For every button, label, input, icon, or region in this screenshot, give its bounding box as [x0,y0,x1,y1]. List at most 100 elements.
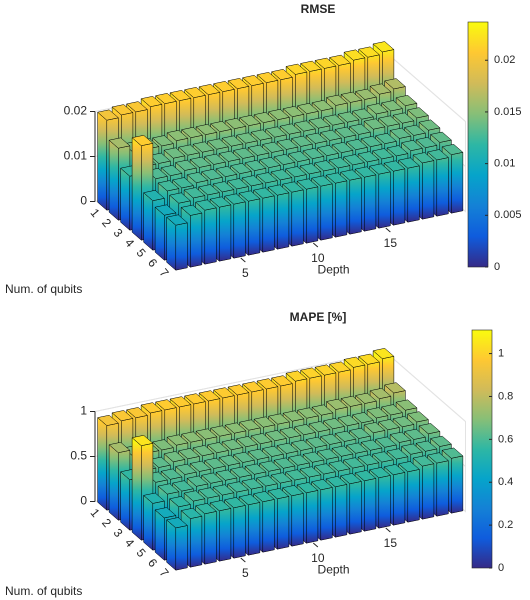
bar-front [451,455,464,514]
bar-top [427,452,449,464]
bar-top [314,364,337,376]
bar-top [227,384,250,396]
bar-front [277,496,290,550]
bar-top [375,133,397,144]
y-tick-label: 6 [145,256,160,270]
bar-top [297,103,319,114]
bar-top [311,175,333,187]
bar-top [349,427,371,439]
bar-top [384,78,406,90]
bar-top [369,163,391,175]
bar-top [320,129,342,141]
bar-side [120,167,131,231]
y-tick-label: 2 [99,216,114,230]
y-tick-label: 7 [157,266,172,280]
x-tick-label: 5 [242,266,249,280]
bar-top [358,46,380,58]
bar-top [224,193,246,205]
bar-top [441,144,464,155]
bar-front [190,212,203,268]
bar-top [238,190,261,202]
bar-top [224,118,247,129]
bar-top [183,187,206,199]
bar-top [180,507,203,519]
bar-top [175,463,197,475]
bar-top [256,475,278,487]
bar-top [238,494,261,506]
bar-front [291,189,304,247]
bar-top [247,448,270,460]
bar-top [262,141,284,153]
bar-top [140,96,163,107]
bar-top [273,154,296,165]
bar-front [175,222,188,271]
colorbar-tick-label: 0.005 [494,209,522,221]
bar-top [126,407,148,419]
colorbar-tick-label: 0.2 [498,519,513,531]
bar-top [395,399,418,411]
bar-front [335,180,348,238]
bar-side [143,494,154,551]
bar-front [407,469,420,523]
bar-top [259,460,281,472]
bar-top [343,49,366,61]
bar-top [268,413,290,425]
bar-top [221,439,244,451]
bar-top [407,411,429,423]
bar-top [154,204,177,216]
chart-title: MAPE [%] [290,310,347,324]
bar-top [209,196,232,208]
bar-top [224,422,247,434]
bar-top [152,439,174,451]
bar-top [314,160,336,172]
bar-top [357,454,380,466]
bar-top [256,378,279,390]
bar-top [369,388,392,399]
bar-top [276,442,299,454]
bar-top [412,152,435,164]
z-tick-label: 0.02 [64,104,88,118]
bar-top [340,473,362,485]
bar-top [253,416,276,428]
bar-front [204,511,217,565]
bar-top [126,101,148,113]
bar-top [271,375,293,387]
bar-top [296,482,319,494]
bar-top [131,435,154,446]
bar-top [294,120,316,132]
bar-top [181,431,203,443]
bar-top [149,456,171,468]
bar-top [282,181,304,193]
bar-top [212,181,235,193]
bar-top [262,445,284,457]
bar-top [204,153,226,165]
bar-top [305,132,328,144]
bar-front [233,201,246,259]
bar-top [401,140,423,151]
bar-top [398,461,420,473]
bar-top [386,448,409,460]
y-tick-label: 2 [99,516,114,530]
bar-top [198,390,221,402]
bar-top [389,431,412,443]
bar-top [267,488,290,500]
bar-top [198,487,220,499]
bar-top [401,443,423,455]
bar-top [183,490,206,502]
bar [166,517,188,571]
bar-top [285,63,308,75]
bar-top [311,404,334,416]
bar-top [195,428,218,440]
bar-top [407,107,429,119]
bar-top [358,353,380,365]
bar-top [201,472,223,484]
bar-top [302,451,325,463]
bar-front [393,168,406,226]
bar-top [302,148,325,159]
bar-top [241,478,264,490]
bar-top [375,436,397,448]
bar-front [277,192,290,250]
bar-top [343,356,366,368]
bar-top [259,157,281,168]
bar-top [299,163,322,175]
